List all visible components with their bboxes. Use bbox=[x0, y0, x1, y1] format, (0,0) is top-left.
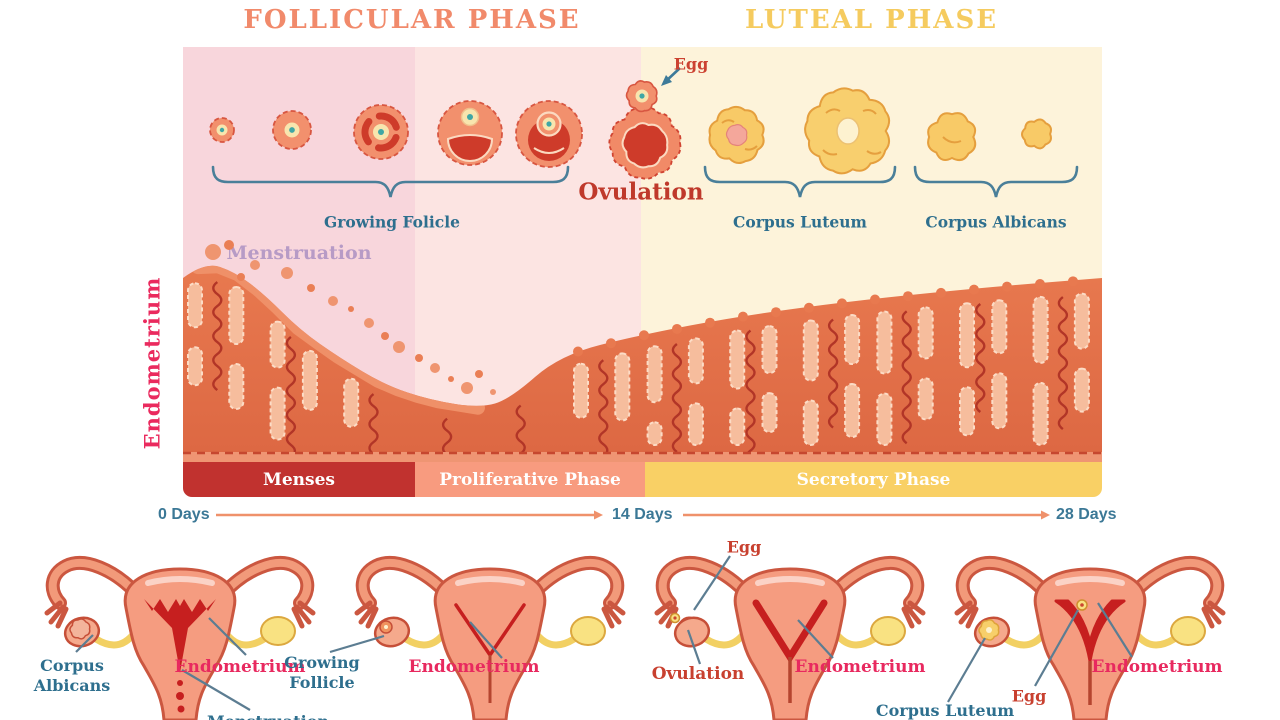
ovulating-egg-at-ovary bbox=[669, 612, 693, 624]
corpus-albicans-brace bbox=[913, 165, 1079, 198]
fallopian-tubes bbox=[45, 556, 315, 610]
ovulation-follicle bbox=[608, 106, 682, 180]
phase-bar-menses: Menses bbox=[183, 462, 415, 497]
fallopian-tubes bbox=[355, 556, 625, 610]
phase-bar-proliferative: Proliferative Phase bbox=[415, 462, 645, 497]
timeline-14-days: 14 Days bbox=[612, 506, 673, 523]
d1-corpus-albicans-label: Corpus Albicans bbox=[33, 656, 111, 695]
corpus-albicans-small bbox=[1021, 118, 1052, 150]
left-ovary bbox=[373, 616, 411, 648]
timeline-28-days: 28 Days bbox=[1056, 506, 1117, 523]
released-egg bbox=[625, 80, 658, 113]
endometrium-lining bbox=[144, 599, 216, 673]
luteal-phase-title: LUTEAL PHASE bbox=[744, 5, 999, 35]
menstruation-label: Menstruation bbox=[226, 242, 372, 264]
d1-endometrium-label: Endometrium bbox=[174, 657, 306, 677]
egg-arrow bbox=[661, 67, 681, 86]
phase-bar-secretory: Secretory Phase bbox=[645, 462, 1102, 497]
basal-layer-strip bbox=[183, 451, 1102, 462]
phase-bar-proliferative-label: Proliferative Phase bbox=[439, 469, 621, 490]
growing-follicle-on-ovary bbox=[379, 620, 393, 634]
timeline-arrows bbox=[216, 510, 1050, 520]
d1-menstruation-label-cut: Menstruation bbox=[207, 712, 329, 720]
d2-growing-follicle-label: Growing Follicle bbox=[284, 653, 360, 692]
d4-egg-label: Egg bbox=[1011, 686, 1047, 706]
d4-endometrium-label: Endometrium bbox=[1091, 657, 1223, 677]
d3-ovulation-label: Ovulation bbox=[651, 664, 745, 684]
fimbriae bbox=[44, 600, 316, 629]
corpus-luteum-small bbox=[708, 105, 765, 165]
phase-bar-secretory-label: Secretory Phase bbox=[796, 469, 951, 490]
right-ovary bbox=[260, 616, 296, 646]
follicle-stage-1 bbox=[209, 117, 235, 143]
timeline-0-days: 0 Days bbox=[158, 506, 210, 523]
corpus-albicans-brace-label: Corpus Albicans bbox=[925, 212, 1067, 232]
uterus-diagram-proliferative bbox=[354, 556, 626, 720]
follicle-stage-4 bbox=[437, 100, 503, 166]
growing-follicle-brace bbox=[211, 165, 570, 198]
d3-endometrium-label: Endometrium bbox=[794, 657, 926, 677]
corpus-luteum-on-ovary bbox=[978, 619, 1000, 641]
endometrium-tissue bbox=[183, 265, 1102, 452]
ovulation-label: Ovulation bbox=[578, 178, 704, 206]
fimbriae bbox=[954, 600, 1226, 629]
egg-label-top: Egg bbox=[673, 54, 709, 74]
phase-bar-menses-label: Menses bbox=[263, 469, 335, 490]
uterus-diagram-secretory bbox=[954, 556, 1226, 720]
corpus-luteum-brace bbox=[703, 165, 897, 198]
right-ovary bbox=[870, 616, 906, 646]
d3-egg-label: Egg bbox=[726, 537, 762, 557]
follicle-stage-5 bbox=[515, 100, 583, 168]
follicle-stage-2 bbox=[272, 110, 312, 150]
right-ovary bbox=[570, 616, 606, 646]
d2-endometrium-label: Endometrium bbox=[408, 657, 540, 677]
corpus-albicans-large bbox=[927, 112, 977, 162]
growing-follicle-brace-label: Growing Folicle bbox=[324, 212, 460, 232]
uterus-diagram-menses bbox=[44, 556, 316, 720]
corpus-albicans-on-ovary bbox=[69, 618, 91, 640]
follicular-phase-title: FOLLICULAR PHASE bbox=[243, 5, 581, 35]
right-ovary bbox=[1170, 616, 1206, 646]
uterus-body bbox=[733, 567, 847, 720]
fimbriae bbox=[354, 600, 626, 629]
follicle-development-row bbox=[209, 67, 1079, 198]
fallopian-tubes bbox=[955, 556, 1225, 610]
corpus-luteum-brace-label: Corpus Luteum bbox=[733, 212, 867, 232]
shedding-particles bbox=[205, 240, 496, 395]
endometrium-axis-label: Endometrium bbox=[139, 276, 165, 450]
endometrium-thickness-chart bbox=[183, 240, 1102, 462]
uterus-diagram-ovulation bbox=[654, 556, 926, 720]
d4-corpus-luteum-label: Corpus Luteum bbox=[875, 701, 1015, 720]
egg-in-uterus bbox=[1076, 599, 1088, 611]
follicle-stage-3 bbox=[353, 104, 409, 160]
corpus-luteum-large bbox=[804, 87, 891, 175]
